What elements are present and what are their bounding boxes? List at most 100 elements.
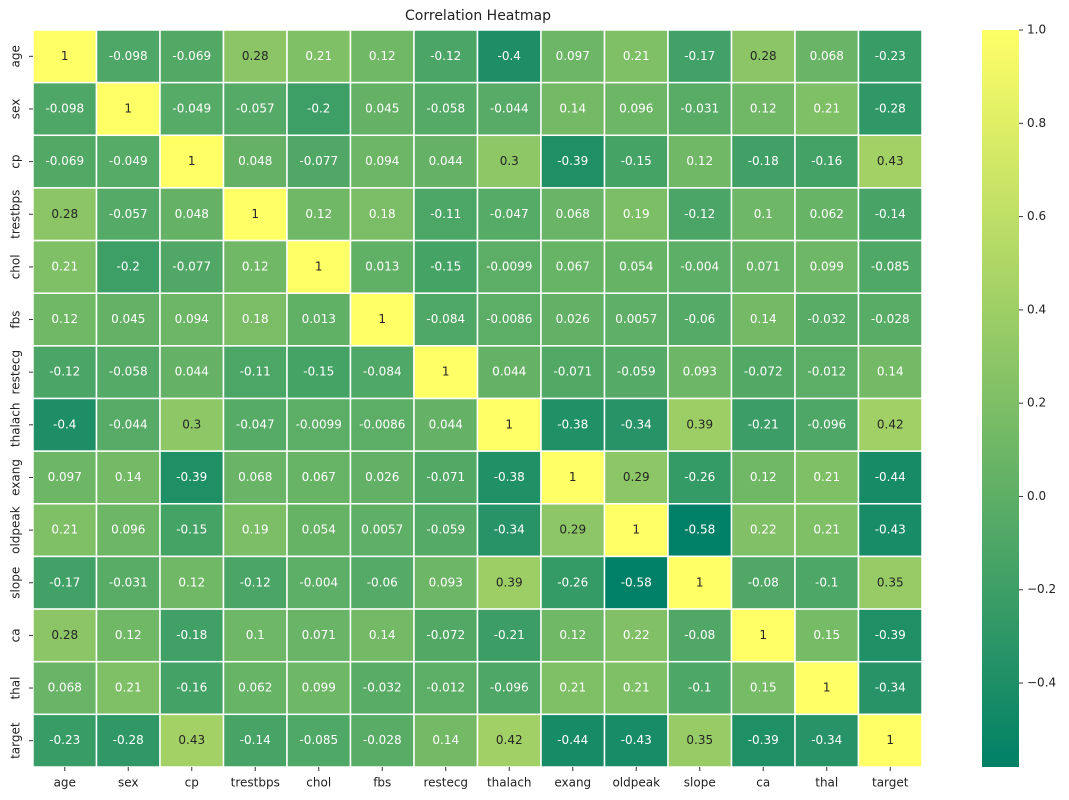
cell-label: -0.028: [871, 312, 910, 326]
heatmap-cell: [667, 187, 733, 242]
heatmap-cell: [413, 345, 479, 400]
heatmap-cell: [540, 292, 606, 347]
heatmap-cell: [540, 187, 606, 242]
cell-label: -0.049: [172, 101, 211, 115]
heatmap-cell: [730, 713, 796, 768]
heatmap-cell: [730, 134, 796, 189]
cell-label: 0.3: [500, 154, 519, 168]
heatmap-cell: [603, 397, 669, 452]
cell-label: -0.12: [49, 365, 80, 379]
cell-label: 0.044: [429, 154, 463, 168]
x-tick-label: slope: [684, 776, 716, 790]
cell-label: -0.06: [367, 575, 398, 589]
cell-label: 0.21: [51, 259, 78, 273]
cell-label: 0.097: [48, 470, 82, 484]
cell-label: 0.14: [750, 312, 777, 326]
heatmap-cell: [32, 134, 98, 189]
cell-label: -0.4: [498, 49, 521, 63]
cell-label: -0.077: [172, 259, 211, 273]
heatmap-cell: [349, 187, 415, 242]
cell-label: -0.085: [871, 259, 910, 273]
heatmap-cell: [794, 503, 860, 558]
heatmap-cell: [286, 81, 352, 137]
heatmap-cell: [476, 660, 542, 716]
colorbar-tick-label: 0.4: [1027, 302, 1046, 316]
cell-label: 0.14: [369, 628, 396, 642]
cell-label: -0.26: [557, 575, 588, 589]
chart-title: Correlation Heatmap: [405, 8, 551, 24]
cell-label: 0.28: [242, 49, 269, 63]
cell-label: -0.004: [299, 575, 338, 589]
y-tick-label: age: [9, 45, 23, 67]
cell-label: 1: [632, 523, 640, 537]
y-tick-label: oldpeak: [9, 506, 23, 554]
heatmap-cell: [857, 292, 923, 347]
cell-label: -0.047: [490, 207, 529, 221]
heatmap-cell: [857, 134, 923, 189]
heatmap-cell: [476, 608, 542, 663]
x-tick-label: thalach: [487, 776, 532, 790]
heatmap-cell: [32, 503, 98, 558]
cell-label: 0.0057: [361, 523, 403, 537]
cell-label: 0.068: [48, 681, 82, 695]
cell-label: -0.071: [553, 365, 592, 379]
cell-label: 1: [124, 101, 132, 115]
x-tick-label: target: [872, 776, 909, 790]
cell-label: 0.054: [619, 259, 653, 273]
cell-label: 0.21: [813, 523, 840, 537]
cell-label: -0.096: [490, 681, 529, 695]
y-tick-label: fbs: [9, 310, 23, 328]
colorbar-tick-label: −0.4: [1027, 676, 1056, 690]
colorbar-tick-label: 1.0: [1027, 23, 1046, 37]
heatmap-cell: [794, 660, 860, 716]
heatmap-cell: [730, 608, 796, 663]
colorbar-tick-label: 0.2: [1027, 396, 1046, 410]
heatmap-cell: [349, 608, 415, 663]
heatmap-cell: [476, 81, 542, 137]
cell-label: 0.19: [242, 523, 269, 537]
heatmap-cell: [349, 81, 415, 137]
heatmap-cell: [32, 345, 98, 400]
heatmap-cell: [413, 187, 479, 242]
cell-label: -0.17: [684, 49, 715, 63]
heatmap-cell: [286, 555, 352, 610]
heatmap-cell: [413, 713, 479, 768]
cell-label: -0.14: [875, 207, 906, 221]
cell-label: 0.35: [877, 575, 904, 589]
cell-label: -0.38: [494, 470, 525, 484]
cell-label: 0.35: [686, 733, 713, 747]
cell-label: -0.28: [875, 101, 906, 115]
heatmap-cell: [540, 134, 606, 189]
heatmap-cell: [857, 397, 923, 452]
heatmap-cell: [730, 239, 796, 294]
cell-label: 0.18: [369, 207, 396, 221]
heatmap-cell: [413, 555, 479, 610]
cell-label: -0.031: [109, 575, 148, 589]
y-tick-label: exang: [9, 459, 23, 496]
heatmap-cell: [286, 397, 352, 452]
heatmap-cell: [159, 134, 225, 189]
cell-label: -0.0086: [486, 312, 532, 326]
heatmap-cell: [159, 345, 225, 400]
cell-label: -0.08: [748, 575, 779, 589]
heatmap-cell: [540, 81, 606, 137]
cell-label: 0.099: [302, 681, 336, 695]
cell-label: 0.12: [750, 470, 777, 484]
cell-label: 1: [442, 365, 450, 379]
cell-label: -0.057: [236, 101, 275, 115]
heatmap-cell: [413, 292, 479, 347]
heatmap-cell: [476, 134, 542, 189]
cell-label: 1: [188, 154, 196, 168]
x-tick-label: chol: [306, 776, 331, 790]
cell-label: -0.34: [875, 681, 906, 695]
cell-label: 0.28: [750, 49, 777, 63]
heatmap-cell: [857, 660, 923, 716]
cell-label: 0.28: [51, 628, 78, 642]
cell-label: -0.44: [875, 470, 906, 484]
cell-label: 0.12: [369, 49, 396, 63]
cell-label: 1: [696, 575, 704, 589]
cell-label: -0.072: [744, 365, 783, 379]
cell-label: 0.044: [429, 417, 463, 431]
heatmap-cell: [794, 239, 860, 294]
heatmap-cell: [159, 450, 225, 505]
